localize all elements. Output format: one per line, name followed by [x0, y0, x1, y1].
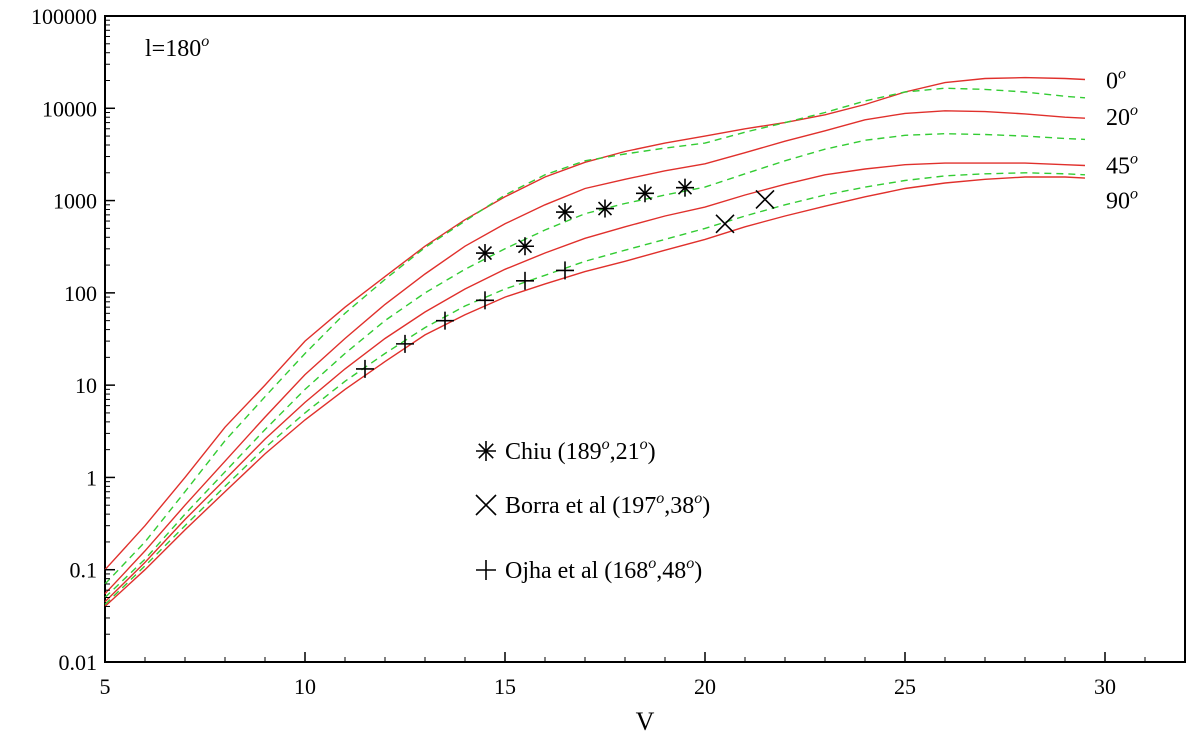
x-tick-label: 15 — [494, 674, 516, 699]
curve-label: 0o — [1106, 66, 1126, 95]
asterisk-marker — [596, 199, 614, 218]
marker-stroke — [557, 205, 573, 220]
annotation-sup: o — [201, 33, 209, 50]
x-tick-label: 25 — [894, 674, 916, 699]
x-tick-label: 5 — [100, 674, 111, 699]
dashed-curve-5 — [104, 172, 1086, 606]
marker-stroke — [677, 180, 693, 195]
curve-label-sup: o — [1118, 66, 1126, 83]
curve-label: 90o — [1106, 186, 1138, 215]
legend-label-part: Chiu (189 — [505, 439, 602, 465]
y-tick-label: 1000 — [53, 189, 97, 214]
legend-label-part: ) — [694, 558, 702, 584]
plus-marker — [436, 311, 454, 330]
dashed-curve-1 — [104, 87, 1086, 585]
legend-plus-marker — [476, 560, 496, 580]
y-tick-label: 100 — [64, 281, 97, 306]
legend-label-part: ) — [648, 439, 656, 465]
legend-label-part: Ojha et al (168 — [505, 558, 648, 584]
curves — [104, 76, 1086, 607]
y-tick-label: 10000 — [42, 96, 97, 121]
solid-curve-0 — [104, 76, 1086, 571]
legend-label-part: o — [640, 436, 648, 453]
asterisk-marker — [676, 178, 694, 197]
solid-curve-6 — [104, 176, 1086, 607]
markers — [356, 178, 775, 378]
legend: Chiu (189o,21o)Borra et al (197o,38o)Ojh… — [475, 436, 710, 584]
solid-curve-2 — [104, 110, 1086, 595]
dashed-curve-3 — [104, 132, 1086, 599]
x-tick-label: 20 — [694, 674, 716, 699]
marker-stroke — [637, 186, 653, 201]
plot-frame — [104, 15, 1186, 663]
legend-label-part: ) — [702, 493, 710, 519]
annotation-prefix: l=180 — [145, 36, 201, 62]
x-axis: 5 10 15 20 25 30 — [100, 652, 1146, 699]
curve-label-value: 0 — [1106, 69, 1118, 95]
cross-marker — [755, 189, 775, 209]
curve-label-value: 90 — [1106, 189, 1130, 215]
asterisk-marker — [556, 203, 574, 222]
legend-label-part: o — [694, 490, 702, 507]
x-axis-label: V — [636, 707, 655, 736]
y-tick-label: 0.01 — [59, 650, 98, 675]
curve-label-value: 20 — [1106, 105, 1130, 131]
legend-item: Ojha et al (168o,48o) — [476, 555, 702, 584]
annotation-label: l=180o — [145, 33, 209, 62]
x-tick-label: 10 — [294, 674, 316, 699]
asterisk-marker — [516, 237, 534, 256]
plus-marker — [356, 359, 374, 378]
legend-label-part: o — [648, 555, 656, 572]
legend-item: Borra et al (197o,38o) — [475, 490, 710, 519]
plus-marker — [476, 291, 494, 310]
legend-label-part: ,38 — [664, 493, 694, 519]
curve-label-value: 45 — [1106, 153, 1130, 179]
y-axis: 0.01 0.1 1 10 100 1000 10000 100000 — [31, 4, 115, 675]
legend-label-part: o — [602, 436, 610, 453]
y-tick-label: 1 — [86, 465, 97, 490]
cross-marker — [715, 214, 735, 234]
marker-stroke — [517, 239, 533, 254]
legend-label-part: Borra et al (197 — [505, 493, 656, 519]
plus-marker — [516, 271, 534, 290]
marker-stroke — [755, 189, 775, 209]
legend-item: Chiu (189o,21o) — [476, 436, 656, 465]
legend-label-part: ,21 — [610, 439, 640, 465]
legend-cross-marker — [475, 494, 497, 516]
curve-label-sup: o — [1130, 102, 1138, 119]
x-tick-label: 30 — [1094, 674, 1116, 699]
marker-stroke — [478, 443, 494, 459]
asterisk-marker — [636, 184, 654, 203]
y-tick-label: 100000 — [31, 4, 97, 29]
legend-label-part: ,48 — [656, 558, 686, 584]
marker-stroke — [597, 201, 613, 216]
legend-label-part: o — [656, 490, 664, 507]
curve-label-sup: o — [1130, 186, 1138, 203]
legend-label: Borra et al (197o,38o) — [505, 490, 710, 519]
y-tick-label: 10 — [75, 373, 97, 398]
solid-curve-4 — [104, 162, 1086, 603]
curve-label-sup: o — [1130, 150, 1138, 167]
legend-asterisk-marker — [476, 441, 496, 461]
plus-marker — [556, 261, 574, 280]
legend-label: Ojha et al (168o,48o) — [505, 555, 702, 584]
curve-label: 45o — [1106, 150, 1138, 179]
marker-stroke — [477, 246, 493, 261]
legend-label: Chiu (189o,21o) — [505, 436, 656, 465]
curve-label: 20o — [1106, 102, 1138, 131]
plus-marker — [396, 334, 414, 353]
marker-stroke — [715, 214, 735, 234]
legend-label-part: o — [686, 555, 694, 572]
asterisk-marker — [476, 244, 494, 263]
marker-stroke — [475, 494, 497, 516]
y-tick-label: 0.1 — [70, 558, 98, 583]
